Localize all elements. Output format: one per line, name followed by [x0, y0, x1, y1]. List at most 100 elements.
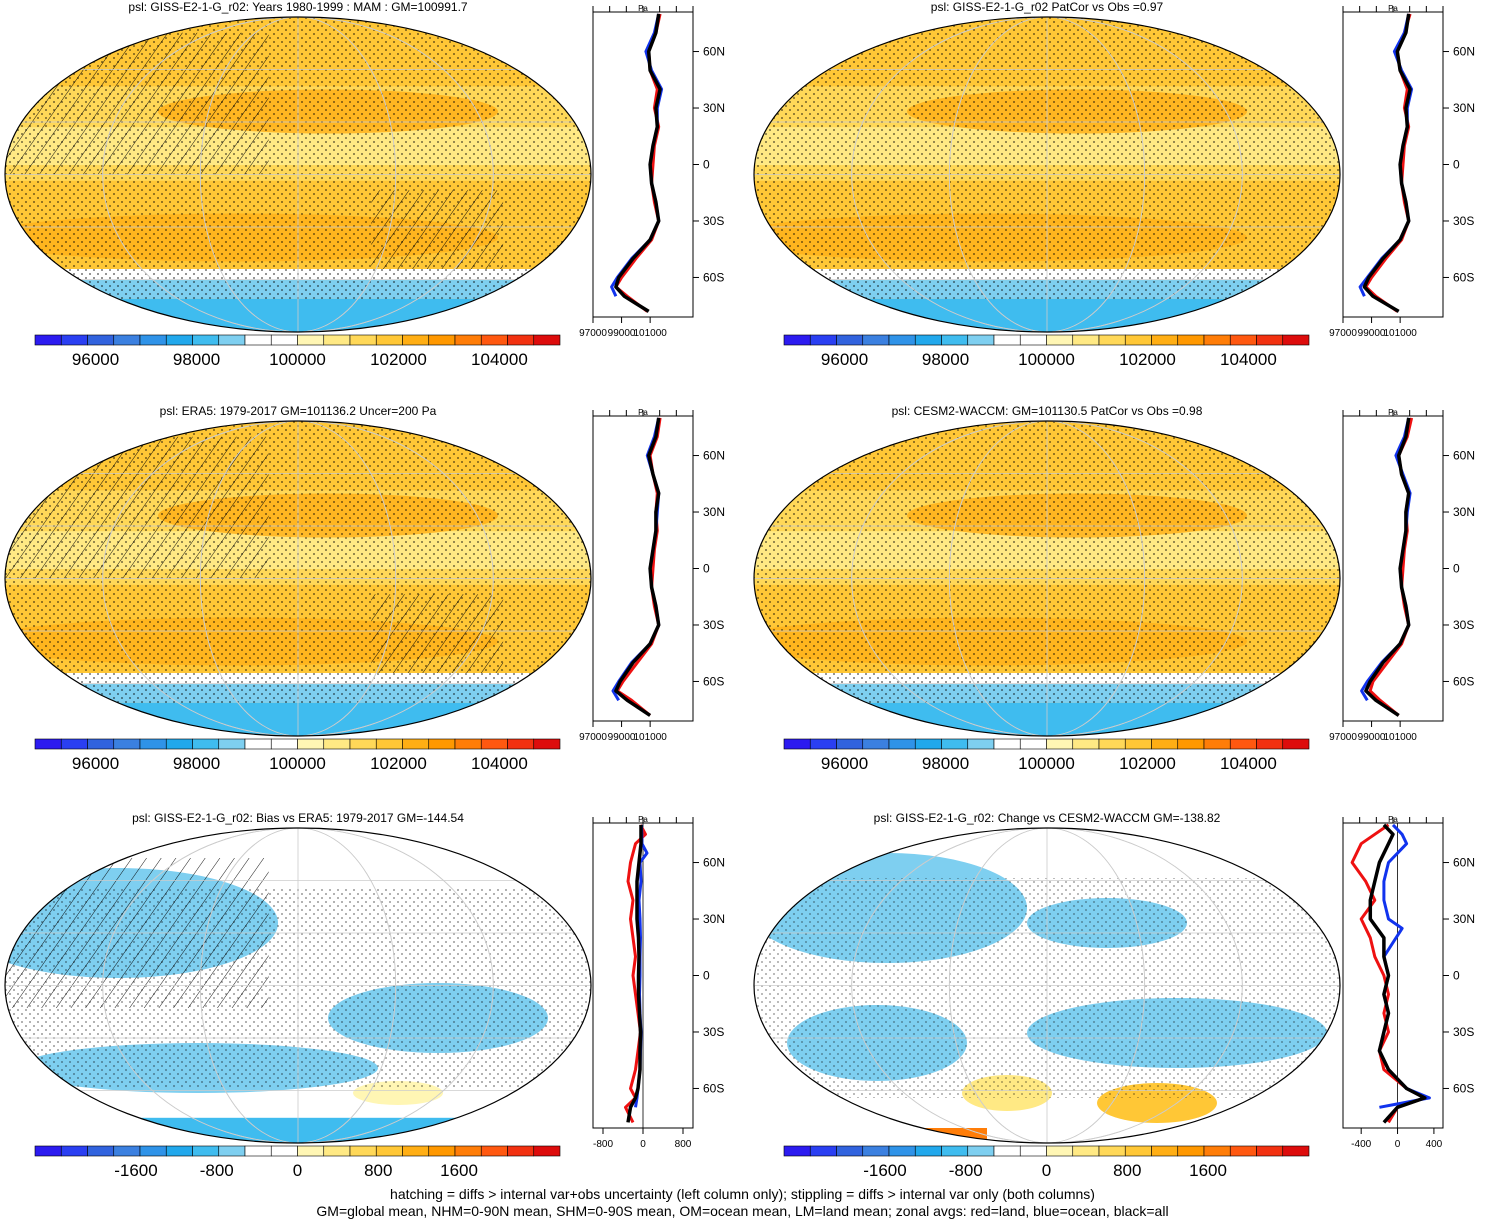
colorbar-box [942, 739, 968, 749]
colorbar-box [1047, 335, 1073, 345]
colorbar-label: 100000 [269, 350, 326, 369]
footnote-hatching: hatching = diffs > internal var+obs unce… [0, 1186, 1485, 1202]
colorbar-box [481, 1146, 507, 1156]
figure-canvas: psl: GISS-E2-1-G_r02: Years 1980-1999 : … [0, 0, 1485, 1190]
colorbar-label: 102000 [370, 350, 427, 369]
colorbar-box [245, 1146, 271, 1156]
zonal-tick-label: 97000 [1329, 328, 1357, 339]
zonal-tick-label: 97000 [579, 732, 607, 743]
colorbar-box [837, 335, 863, 345]
colorbar-box [534, 739, 560, 749]
panel-title: psl: ERA5: 1979-2017 GM=101136.2 Uncer=2… [160, 404, 437, 418]
colorbar-box [1204, 335, 1230, 345]
zonal-lat-label: 30N [1453, 912, 1475, 926]
colorbar-box [942, 1146, 968, 1156]
colorbar-box [193, 1146, 219, 1156]
colorbar-box [1125, 335, 1151, 345]
colorbar-label: 102000 [1119, 350, 1176, 369]
colorbar-box [61, 335, 87, 345]
colorbar-label: 96000 [821, 350, 868, 369]
colorbar-box [61, 1146, 87, 1156]
colorbar-label: -800 [200, 1161, 234, 1180]
colorbar-box [1099, 335, 1125, 345]
colorbar-box [1257, 1146, 1283, 1156]
colorbar-box [350, 739, 376, 749]
colorbar-box [534, 335, 560, 345]
zonal-lat-label: 30S [1453, 1025, 1474, 1039]
zonal-lat-label: 0 [703, 562, 710, 576]
zonal-tick-label: 99000 [608, 732, 636, 743]
colorbar-box [1283, 739, 1309, 749]
zonal-lat-label: 60N [1453, 449, 1475, 463]
colorbar-box [298, 335, 324, 345]
colorbar-box [455, 1146, 481, 1156]
colorbar-box [810, 739, 836, 749]
colorbar-box [784, 335, 810, 345]
map-field [747, 828, 1340, 1143]
colorbar-box [481, 335, 507, 345]
colorbar-box [193, 739, 219, 749]
colorbar-box [1125, 1146, 1151, 1156]
colorbar-box [403, 739, 429, 749]
colorbar-box [324, 1146, 350, 1156]
colorbar-box [166, 1146, 192, 1156]
zonal-lat-label: 30S [1453, 618, 1474, 632]
zonal-frame [1343, 12, 1443, 317]
colorbar-box [455, 335, 481, 345]
colorbar-box [915, 739, 941, 749]
colorbar-label: 98000 [922, 754, 969, 773]
panel-r1c1: psl: CESM2-WACCM: GM=101130.5 PatCor vs … [727, 404, 1475, 773]
colorbar-box [863, 1146, 889, 1156]
zonal-lat-label: 60N [703, 449, 725, 463]
colorbar-label: 104000 [471, 754, 528, 773]
colorbar-label: 104000 [1220, 350, 1277, 369]
map-field [727, 421, 1340, 738]
colorbar-box [1257, 335, 1283, 345]
colorbar-box [508, 739, 534, 749]
colorbar-box [942, 335, 968, 345]
zonal-tick-label: 97000 [579, 328, 607, 339]
panel-title: psl: GISS-E2-1-G_r02: Years 1980-1999 : … [128, 0, 468, 14]
colorbar-box [271, 1146, 297, 1156]
zonal-frame [593, 12, 693, 317]
colorbar-box [403, 1146, 429, 1156]
zonal-tick-label: -400 [1351, 1139, 1371, 1150]
colorbar-box [350, 335, 376, 345]
colorbar-box [35, 335, 61, 345]
colorbar-box [968, 739, 994, 749]
zonal-lat-label: 30S [703, 618, 724, 632]
colorbar-box [784, 1146, 810, 1156]
colorbar-box [166, 335, 192, 345]
colorbar-box [324, 739, 350, 749]
colorbar-box [915, 335, 941, 345]
colorbar-box [994, 739, 1020, 749]
colorbar-box [1178, 739, 1204, 749]
zonal-tick-label: 0 [1395, 1139, 1401, 1150]
zonal-lat-label: 60S [703, 270, 724, 284]
zonal-lat-label: 30S [703, 1025, 724, 1039]
field-pos-antarctic [847, 1128, 987, 1140]
colorbar-box [1152, 335, 1178, 345]
zonal-lat-label: 60S [1453, 674, 1474, 688]
colorbar-box [114, 739, 140, 749]
colorbar-label: 104000 [471, 350, 528, 369]
zonal-lat-label: 60N [1453, 45, 1475, 59]
colorbar-box [889, 739, 915, 749]
colorbar-box [166, 739, 192, 749]
colorbar-label: 96000 [72, 350, 119, 369]
colorbar-box [1020, 739, 1046, 749]
colorbar-box [1020, 335, 1046, 345]
colorbar-box [508, 335, 534, 345]
colorbar-box [350, 1146, 376, 1156]
colorbar-box [88, 335, 114, 345]
colorbar-box [271, 739, 297, 749]
colorbar-box [219, 739, 245, 749]
colorbar-box [1283, 335, 1309, 345]
colorbar-box [1283, 1146, 1309, 1156]
colorbar-label: 98000 [173, 350, 220, 369]
colorbar-box [140, 1146, 166, 1156]
colorbar-box [1099, 1146, 1125, 1156]
panel-title: psl: CESM2-WACCM: GM=101130.5 PatCor vs … [892, 404, 1203, 418]
zonal-lat-label: 0 [703, 969, 710, 983]
colorbar-label: 96000 [821, 754, 868, 773]
